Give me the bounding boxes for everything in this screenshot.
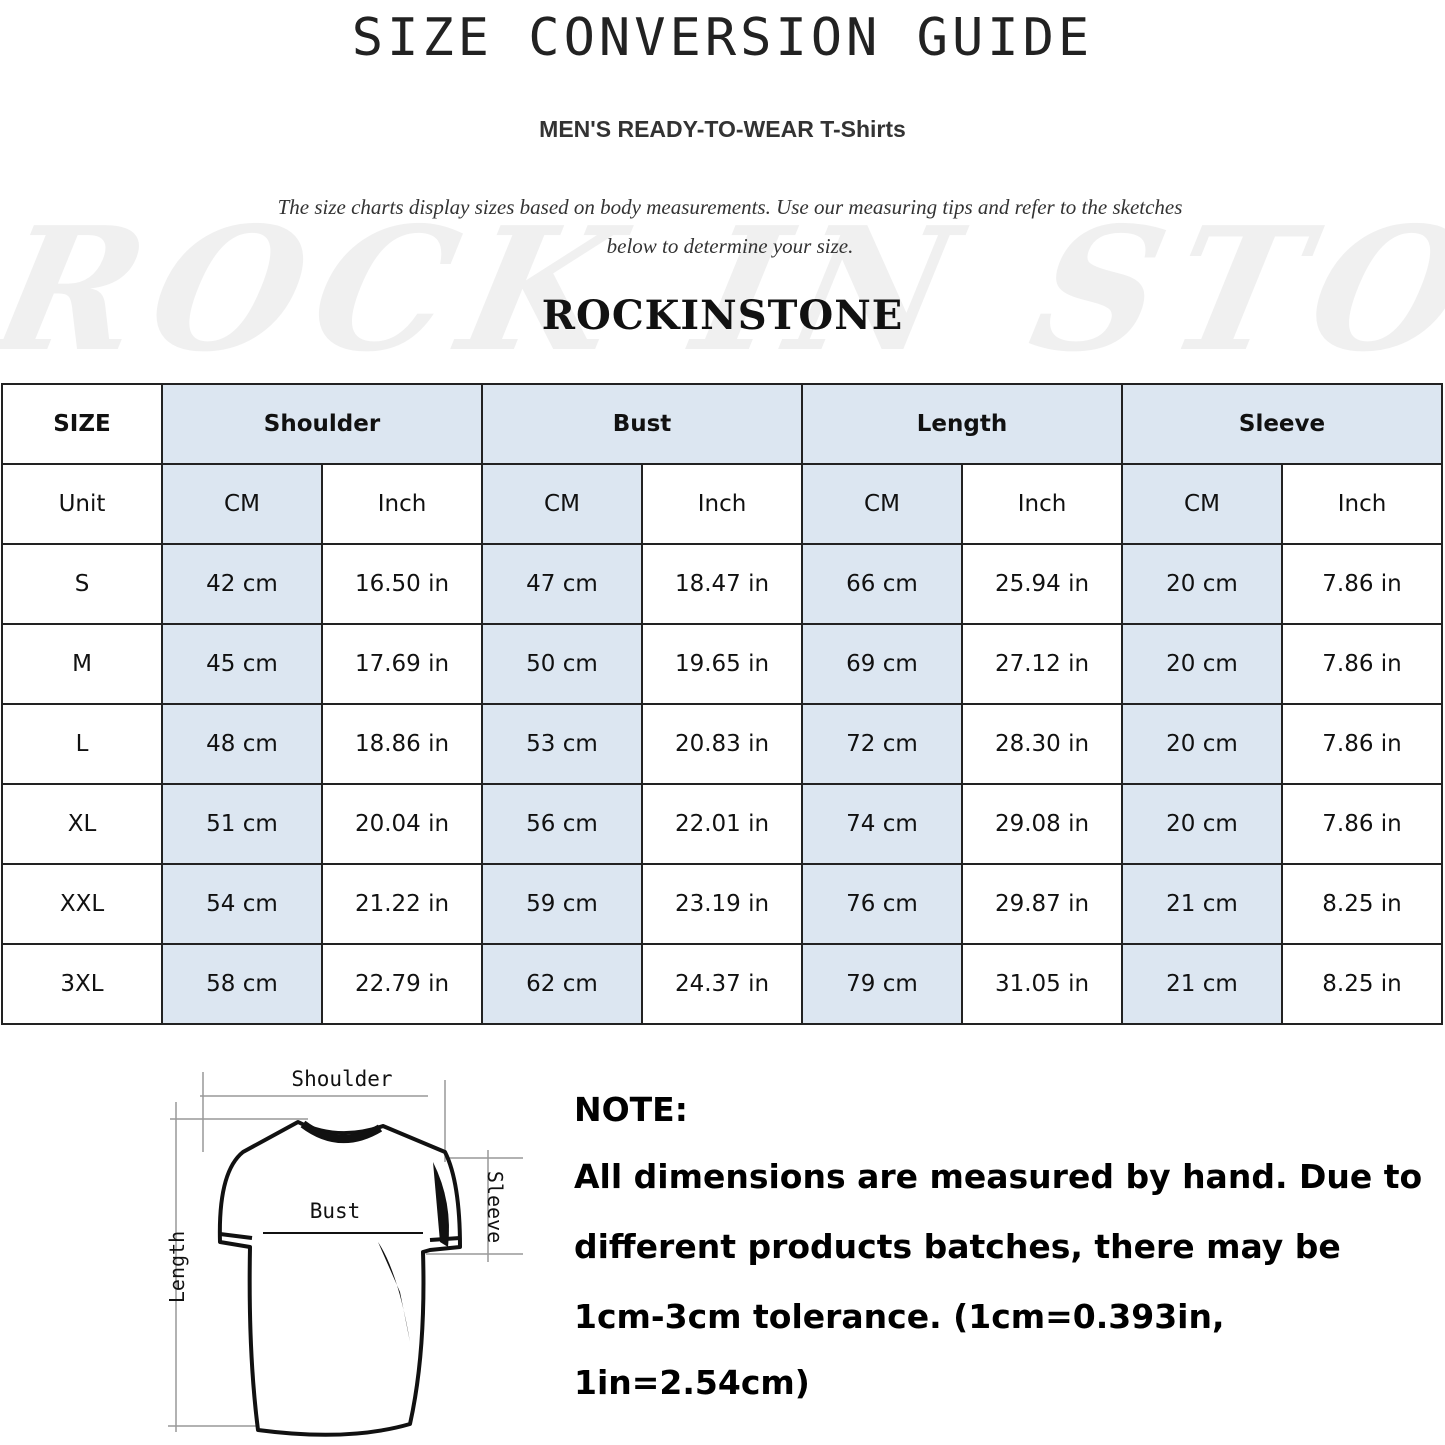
measurement-cell: 48 cm bbox=[161, 703, 323, 785]
table-row: M 45 cm 17.69 in 50 cm 19.65 in 69 cm 27.12 in… bbox=[1, 623, 1443, 705]
measurement-cell: 8.25 in bbox=[1281, 943, 1443, 1025]
note-line: 1cm-3cm tolerance. (1cm=0.393in, 1in=2.5… bbox=[574, 1297, 1225, 1402]
measurement-cell: 27.12 in bbox=[961, 623, 1123, 705]
measurement-cell: 28.30 in bbox=[961, 703, 1123, 785]
size-cell: M bbox=[1, 623, 163, 705]
measurement-cell: 47 cm bbox=[481, 543, 643, 625]
measurement-cell: 18.86 in bbox=[321, 703, 483, 785]
size-cell: XL bbox=[1, 783, 163, 865]
note-line: different products batches, there may be bbox=[574, 1227, 1341, 1266]
sleeve-label: Sleeve bbox=[483, 1171, 507, 1243]
note: NOTE: All dimensions are measured by han… bbox=[574, 1080, 1434, 1416]
measurement-cell: 62 cm bbox=[481, 943, 643, 1025]
measurement-cell: 76 cm bbox=[801, 863, 963, 945]
unit-label: Unit bbox=[1, 463, 163, 545]
measurement-cell: 18.47 in bbox=[641, 543, 803, 625]
measurement-cell: 19.65 in bbox=[641, 623, 803, 705]
measurement-cell: 31.05 in bbox=[961, 943, 1123, 1025]
subtitle: MEN'S READY-TO-WEAR T-Shirts bbox=[539, 116, 906, 142]
description: The size charts display sizes based on b… bbox=[230, 188, 1230, 266]
measurement-cell: 69 cm bbox=[801, 623, 963, 705]
group-header-length: Length bbox=[801, 383, 1123, 465]
size-cell: XXL bbox=[1, 863, 163, 945]
unit-header-inch: Inch bbox=[961, 463, 1123, 545]
unit-header-inch: Inch bbox=[1281, 463, 1443, 545]
tshirt-measurement-sketch: Shoulder Bust Sleeve Length bbox=[165, 1067, 523, 1437]
measurement-cell: 42 cm bbox=[161, 543, 323, 625]
measurement-cell: 56 cm bbox=[481, 783, 643, 865]
length-label: Length bbox=[165, 1231, 189, 1303]
measurement-cell: 24.37 in bbox=[641, 943, 803, 1025]
measurement-cell: 58 cm bbox=[161, 943, 323, 1025]
measurement-cell: 17.69 in bbox=[321, 623, 483, 705]
table-row: L 48 cm 18.86 in 53 cm 20.83 in 72 cm 28.30 in… bbox=[1, 703, 1443, 785]
measurement-cell: 21.22 in bbox=[321, 863, 483, 945]
note-line: All dimensions are measured by hand. Due… bbox=[574, 1157, 1423, 1196]
group-header-shoulder: Shoulder bbox=[161, 383, 483, 465]
measurement-cell: 20 cm bbox=[1121, 543, 1283, 625]
measurement-cell: 51 cm bbox=[161, 783, 323, 865]
unit-header-inch: Inch bbox=[641, 463, 803, 545]
measurement-cell: 21 cm bbox=[1121, 943, 1283, 1025]
measurement-cell: 23.19 in bbox=[641, 863, 803, 945]
measurement-cell: 22.79 in bbox=[321, 943, 483, 1025]
brand-name: ROCKINSTONE bbox=[541, 292, 904, 339]
unit-header-cm: CM bbox=[801, 463, 963, 545]
measurement-cell: 29.87 in bbox=[961, 863, 1123, 945]
size-cell: L bbox=[1, 703, 163, 785]
measurement-cell: 50 cm bbox=[481, 623, 643, 705]
unit-header-cm: CM bbox=[161, 463, 323, 545]
measurement-cell: 16.50 in bbox=[321, 543, 483, 625]
size-header: SIZE bbox=[1, 383, 163, 465]
note-heading: NOTE: bbox=[574, 1090, 688, 1129]
size-cell: S bbox=[1, 543, 163, 625]
size-table: SIZE Shoulder Bust Length Sleeve Unit CM… bbox=[1, 383, 1443, 1025]
measurement-cell: 7.86 in bbox=[1281, 543, 1443, 625]
description-line: The size charts display sizes based on b… bbox=[277, 195, 1183, 219]
size-cell: 3XL bbox=[1, 943, 163, 1025]
measurement-cell: 53 cm bbox=[481, 703, 643, 785]
unit-header-cm: CM bbox=[481, 463, 643, 545]
unit-header-row: Unit CM Inch CM Inch CM Inch CM Inch bbox=[1, 463, 1443, 545]
measurement-cell: 20.83 in bbox=[641, 703, 803, 785]
table-row: XXL 54 cm 21.22 in 59 cm 23.19 in 76 cm 29.87 … bbox=[1, 863, 1443, 945]
unit-header-inch: Inch bbox=[321, 463, 483, 545]
group-header-bust: Bust bbox=[481, 383, 803, 465]
measurement-cell: 7.86 in bbox=[1281, 783, 1443, 865]
measurement-cell: 8.25 in bbox=[1281, 863, 1443, 945]
measurement-cell: 59 cm bbox=[481, 863, 643, 945]
shoulder-label: Shoulder bbox=[291, 1067, 392, 1091]
measurement-cell: 74 cm bbox=[801, 783, 963, 865]
unit-header-cm: CM bbox=[1121, 463, 1283, 545]
table-row: XL 51 cm 20.04 in 56 cm 22.01 in 74 cm 29.08 i… bbox=[1, 783, 1443, 865]
table-row: 3XL 58 cm 22.79 in 62 cm 24.37 in 79 cm 31.05 … bbox=[1, 943, 1443, 1025]
measurement-cell: 7.86 in bbox=[1281, 703, 1443, 785]
bust-label: Bust bbox=[310, 1199, 361, 1223]
measurement-cell: 72 cm bbox=[801, 703, 963, 785]
measurement-cell: 20 cm bbox=[1121, 703, 1283, 785]
measurement-cell: 21 cm bbox=[1121, 863, 1283, 945]
measurement-cell: 66 cm bbox=[801, 543, 963, 625]
group-header-sleeve: Sleeve bbox=[1121, 383, 1443, 465]
group-header-row: SIZE Shoulder Bust Length Sleeve bbox=[1, 383, 1443, 465]
description-line: below to determine your size. bbox=[606, 234, 854, 258]
measurement-cell: 54 cm bbox=[161, 863, 323, 945]
measurement-cell: 79 cm bbox=[801, 943, 963, 1025]
measurement-cell: 7.86 in bbox=[1281, 623, 1443, 705]
measurement-cell: 20 cm bbox=[1121, 623, 1283, 705]
measurement-cell: 29.08 in bbox=[961, 783, 1123, 865]
measurement-cell: 20.04 in bbox=[321, 783, 483, 865]
page-title: SIZE CONVERSION GUIDE bbox=[351, 8, 1094, 68]
measurement-cell: 25.94 in bbox=[961, 543, 1123, 625]
measurement-cell: 22.01 in bbox=[641, 783, 803, 865]
measurement-cell: 20 cm bbox=[1121, 783, 1283, 865]
measurement-cell: 45 cm bbox=[161, 623, 323, 705]
table-row: S 42 cm 16.50 in 47 cm 18.47 in 66 cm 25.94 in… bbox=[1, 543, 1443, 625]
